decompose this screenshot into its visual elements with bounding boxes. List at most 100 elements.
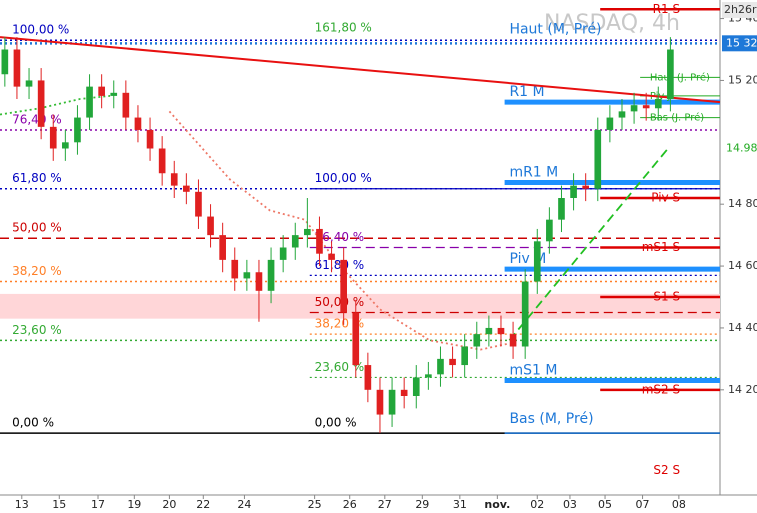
level-label: 76,40 % [315,230,365,244]
annotation: 161,80 % [315,20,372,34]
candle-body [304,228,311,236]
candle-body [207,216,214,236]
candle-body [437,358,444,375]
level-label: 61,80 % [12,171,62,185]
candle-body [485,327,493,335]
candle-body [473,334,481,347]
price-box [722,35,757,52]
x-tick-label: 08 [672,498,686,511]
candle-body [400,389,408,396]
candle-body [412,377,420,396]
candle-body [231,259,239,279]
x-tick-label: 15 [52,498,66,511]
candle-body [183,185,190,192]
candle-body [594,129,602,189]
level-label: mS1 S [642,240,680,254]
zone [0,293,720,319]
y-tick-label: 14 80 [728,197,757,210]
candle-body [122,92,130,118]
marker-label: 14.98 [726,142,757,155]
candle-body [255,272,263,291]
x-tick-label: 29 [415,498,429,511]
x-tick-label: 13 [15,498,29,511]
x-tick-label: 26 [343,498,357,511]
candle-body [291,235,299,248]
level-label: mR1 M [509,165,558,181]
candle-body [146,129,154,149]
candle-body [328,253,335,260]
timer-label: 2h26r [724,3,757,16]
candle-body [62,142,69,149]
candle-body [170,173,178,186]
candle-body [219,235,226,260]
candle-body [546,219,553,242]
y-tick-label: 14 40 [728,321,757,334]
level-label: 0,00 % [12,416,54,430]
y-tick-label: 14 20 [728,383,757,396]
level-label: Bas (M, Pré) [509,411,593,427]
x-tick-label: 17 [91,498,105,511]
x-tick-label: 27 [378,498,392,511]
x-tick-label: nov. [484,498,510,511]
candle-body [316,228,323,254]
candle-body [667,49,674,99]
level-label: S2 S [653,463,680,477]
y-tick-label: 14 60 [728,259,757,272]
x-tick-label: 22 [196,498,210,511]
candle-body [195,191,202,217]
candle-body [74,117,81,143]
candle-body [98,86,105,96]
candle-body [533,241,541,282]
level-label: 100,00 % [12,23,69,37]
y-tick-label: 15 20 [728,73,757,86]
candle-body [243,272,251,279]
candle-body [340,259,347,313]
level-label: S1 S [653,290,680,304]
candle-body [570,185,577,198]
x-tick-label: 19 [127,498,141,511]
candle-body [364,365,372,390]
overlay-line [0,95,111,116]
candle-body [158,148,166,174]
candle-body [49,126,57,149]
x-tick-label: 07 [636,498,650,511]
x-tick-label: 20 [162,498,176,511]
price-label: 15 32 [726,36,757,49]
level-label: mS1 M [509,363,557,379]
level-label: 23,60 % [315,360,365,374]
level-label: 0,00 % [315,416,357,430]
watermark: NASDAQ, 4h [544,11,680,36]
candle-body [558,198,565,220]
candle-body [1,49,9,75]
level-label: 76,40 % [12,112,62,126]
level-label: 38,20 % [12,264,62,278]
candle-body [630,105,638,112]
candle-body [25,80,33,87]
candle-body [267,259,275,291]
candle-body [86,86,93,118]
x-tick-label: 03 [563,498,577,511]
candle-body [279,247,287,260]
overlay-line [0,36,721,104]
candle-body [582,185,590,189]
x-tick-label: 02 [530,498,544,511]
level-label: 23,60 % [12,323,62,337]
candle-body [13,49,21,87]
candle-body [642,105,650,109]
candle-body [618,111,626,118]
level-label: Piv M [509,251,546,267]
candle-body [521,281,529,347]
x-tick-label: 25 [308,498,322,511]
candle-body [449,358,456,366]
level-label: R1 M [509,84,544,100]
candle-body [110,92,118,96]
candle-body [352,312,360,366]
level-label: Haut (J. Pré) [650,71,710,83]
candle-body [606,117,614,130]
level-label: R1 S [653,2,680,16]
candle-body [654,99,662,109]
level-label: Piv S [651,191,680,205]
level-label: 61,80 % [315,258,365,272]
x-tick-label: 24 [237,498,251,511]
